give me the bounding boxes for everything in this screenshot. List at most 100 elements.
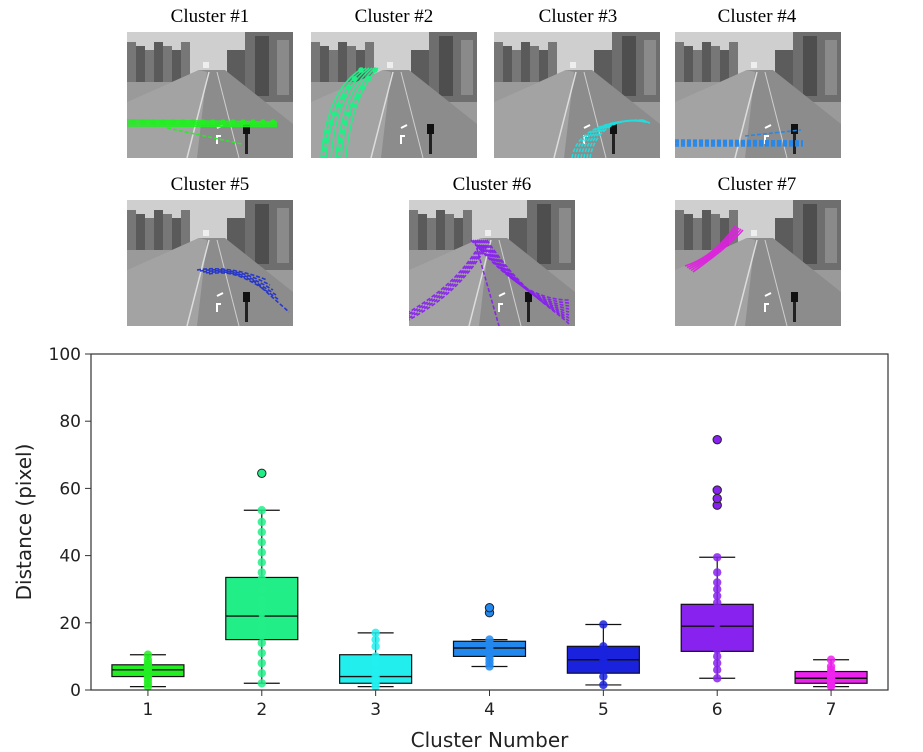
building: [622, 36, 636, 96]
trajectory-line: [571, 119, 645, 158]
building: [154, 42, 163, 82]
data-point: [713, 553, 722, 562]
data-point: [143, 650, 153, 659]
lane-marking: [370, 71, 394, 158]
box-group: [566, 620, 640, 690]
lane-marking: [583, 71, 607, 158]
trajectory-point: [342, 120, 348, 126]
building: [136, 46, 145, 82]
plot-frame: [90, 353, 889, 691]
building: [277, 40, 289, 95]
data-point: [599, 680, 608, 690]
data-point: [371, 628, 380, 638]
panel-title: Cluster #6: [452, 174, 532, 195]
trajectory-line: [340, 67, 376, 158]
building: [329, 50, 338, 82]
data-point: [371, 642, 380, 651]
trajectory-line: [486, 239, 570, 325]
trajectory-point: [328, 120, 334, 126]
outlier-point: [484, 602, 495, 613]
traffic-light: [243, 124, 250, 134]
trajectory-line: [330, 67, 370, 158]
x-axis-ticks: 1 2 3 4 5 6 7: [143, 690, 836, 720]
road-lane: [675, 70, 755, 158]
building: [427, 218, 436, 250]
trajectory-line: [202, 270, 274, 291]
trajectory-point: [339, 128, 345, 135]
box-group: [452, 602, 527, 671]
y-axis-ticks: 0 20 40 60 80 100: [49, 345, 91, 701]
building: [803, 36, 817, 96]
traffic-light: [427, 124, 434, 134]
vehicle: [751, 230, 757, 236]
data-point: [257, 574, 266, 584]
building: [145, 50, 154, 82]
building: [494, 42, 503, 82]
panel-title: Cluster #1: [170, 6, 250, 27]
trajectory-point: [270, 119, 276, 125]
trajectory-line: [252, 279, 290, 313]
street-scene: [675, 32, 841, 158]
data-point: [713, 674, 722, 683]
traffic-pole: [612, 124, 615, 154]
road-arrow: [764, 303, 769, 312]
data-point: [257, 638, 266, 648]
data-point: [257, 527, 266, 537]
data-point: [826, 655, 836, 664]
building: [145, 218, 154, 250]
street-scene: [409, 200, 575, 326]
trajectory-line: [335, 67, 373, 158]
road-lane: [127, 70, 207, 158]
traffic-pole: [429, 124, 432, 154]
building: [181, 42, 190, 82]
building: [702, 42, 711, 82]
x-tick-label: 5: [598, 700, 609, 720]
trajectory-line: [409, 245, 486, 319]
outlier-point: [712, 493, 722, 504]
road-arrow: [498, 292, 506, 297]
data-point: [257, 537, 266, 547]
data-point: [257, 658, 266, 668]
building: [693, 50, 702, 82]
trajectory-line: [690, 228, 742, 272]
trajectory-group: [196, 267, 290, 313]
data-point: [713, 585, 722, 594]
trajectory-line: [409, 245, 482, 315]
trajectory-group: [409, 239, 570, 326]
building: [539, 50, 548, 82]
building: [127, 210, 136, 250]
building: [461, 40, 473, 95]
road-arrow: [216, 303, 221, 312]
trajectory-line: [476, 239, 570, 310]
vehicle: [751, 62, 757, 68]
trajectory-line: [692, 229, 744, 273]
trajectory-group: [127, 119, 278, 145]
trajectory-line: [208, 272, 280, 301]
y-tick-label: 40: [59, 547, 81, 567]
data-point: [257, 621, 266, 631]
data-point: [713, 652, 722, 661]
trajectory-point: [351, 76, 358, 82]
trajectory-point: [335, 102, 342, 108]
building: [320, 46, 329, 82]
box-group: [794, 655, 868, 691]
building: [356, 50, 365, 82]
panel-image: [311, 32, 477, 158]
data-point: [257, 585, 266, 594]
building: [311, 42, 320, 82]
building: [127, 42, 136, 82]
building: [181, 210, 190, 250]
data-point: [713, 605, 722, 614]
traffic-light: [525, 292, 532, 302]
building: [548, 42, 557, 82]
street-scene: [127, 32, 293, 158]
building: [559, 208, 571, 263]
road-arrow: [216, 292, 224, 297]
data-point: [485, 635, 494, 644]
trajectory-point: [345, 84, 352, 91]
building: [675, 42, 684, 82]
vehicle: [485, 230, 491, 236]
building: [454, 218, 463, 250]
trajectory-point: [190, 119, 196, 125]
panel-title: Cluster #4: [717, 6, 797, 27]
